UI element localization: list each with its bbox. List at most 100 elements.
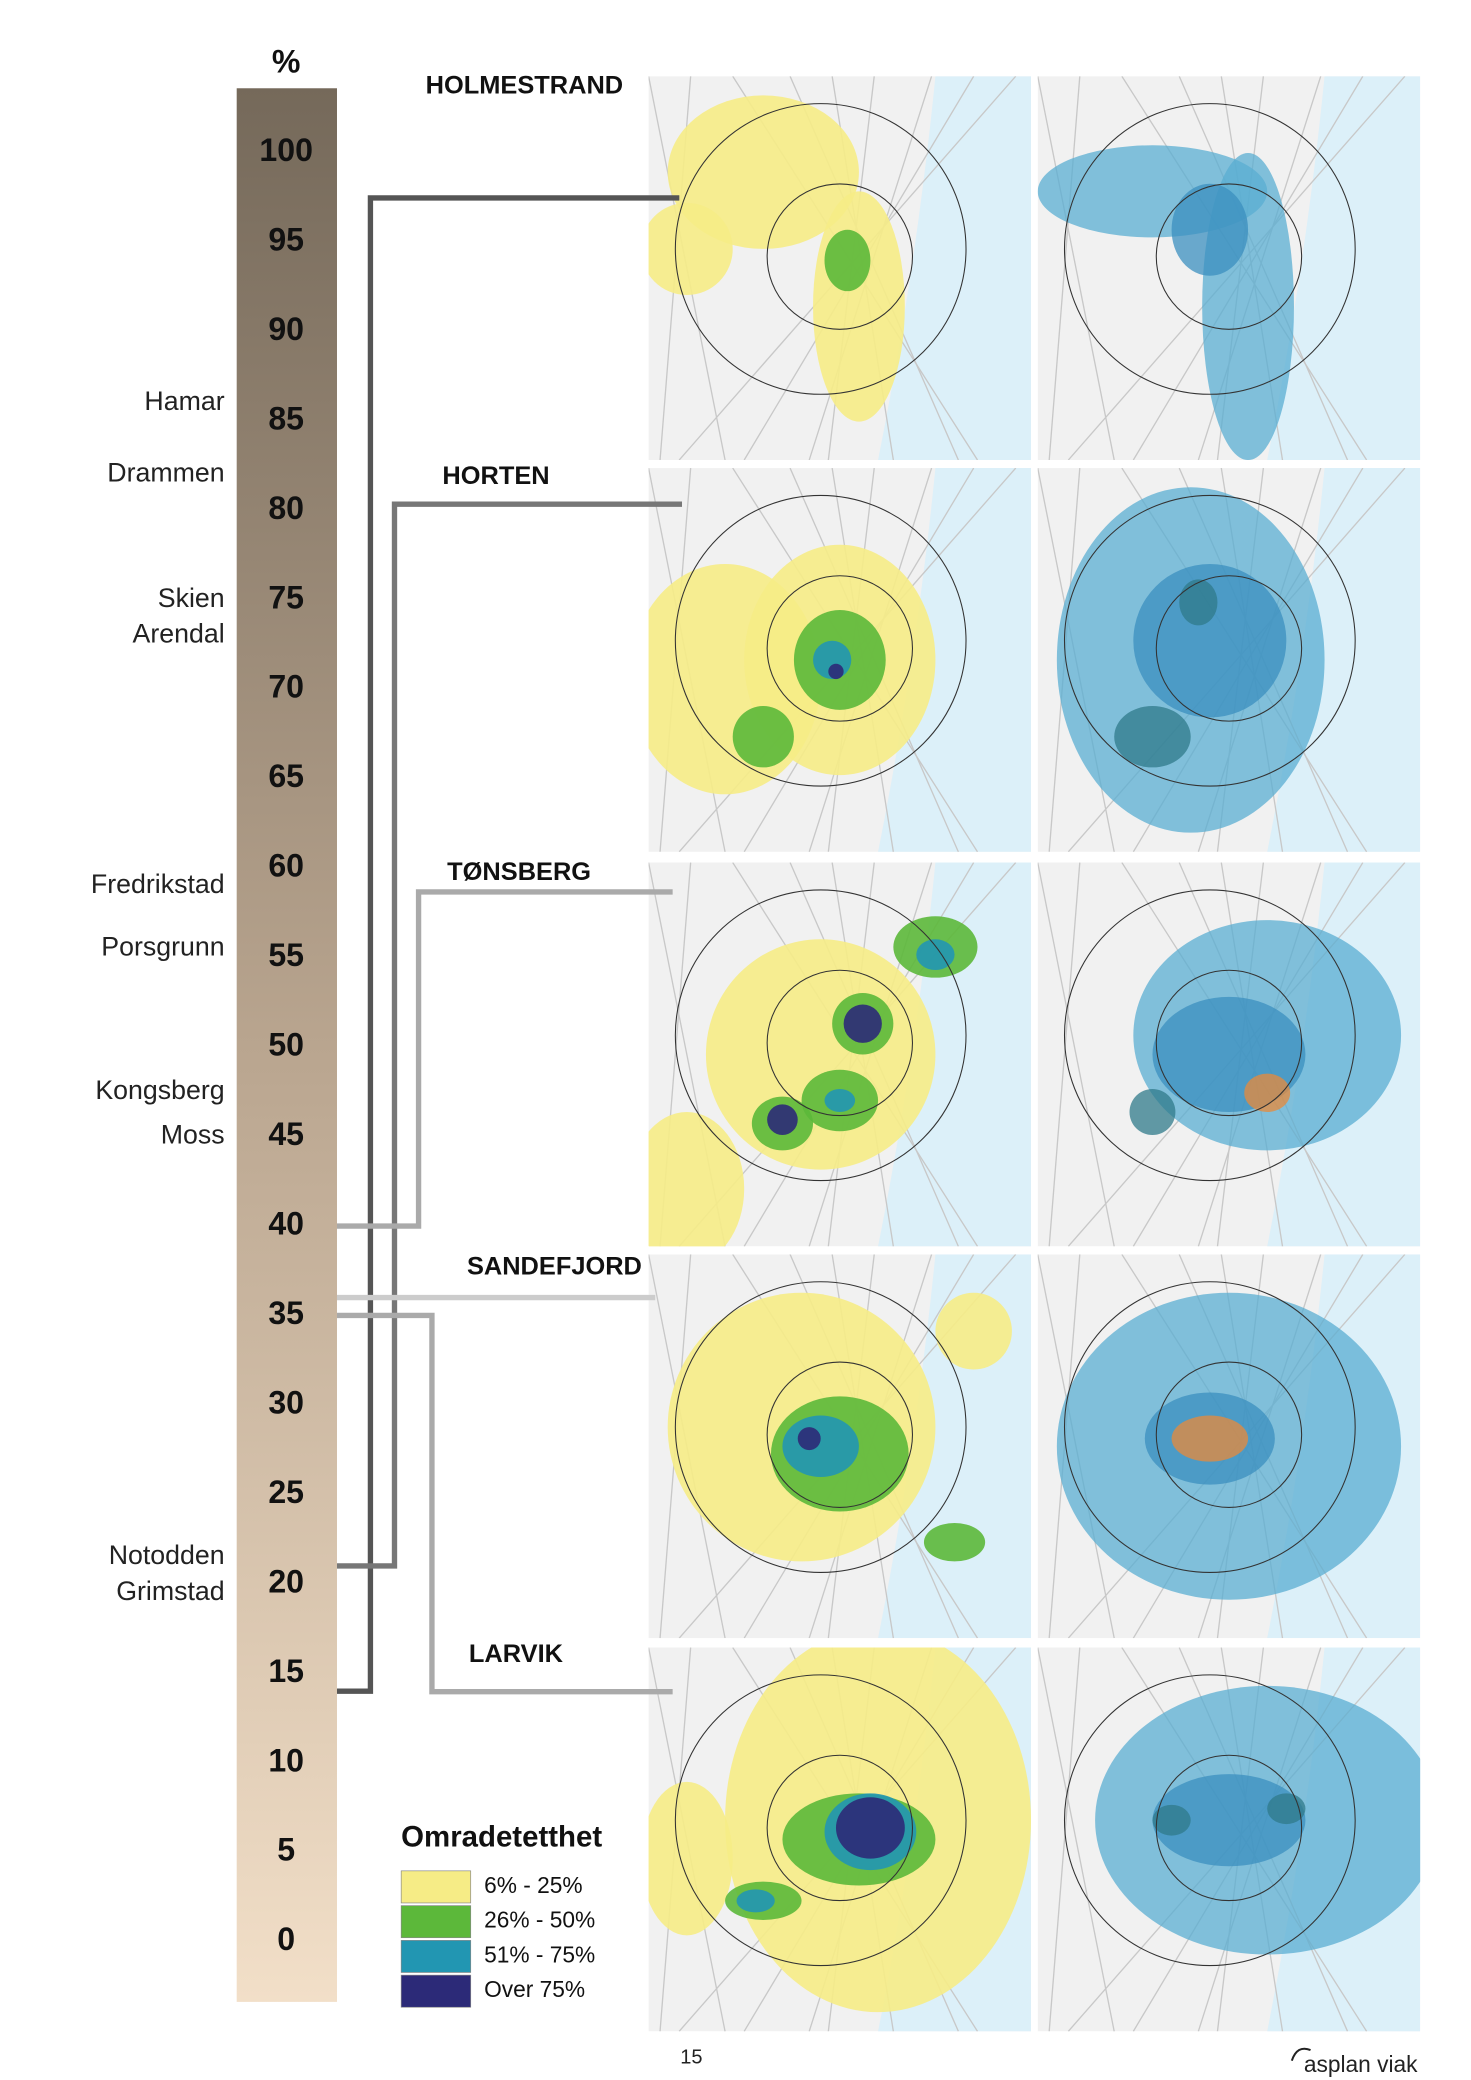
- density-area: [824, 229, 871, 292]
- town-connector: [336, 889, 673, 1229]
- scale-tick-label: 65: [268, 758, 304, 794]
- town-label: SANDEFJORD: [467, 1252, 642, 1280]
- density-area: [1152, 1804, 1191, 1836]
- radius-outer: [674, 494, 967, 787]
- radius-inner: [1155, 1754, 1303, 1902]
- scale-tick-label: 85: [268, 400, 304, 436]
- map-panel: [1037, 1647, 1421, 2032]
- density-area: [648, 202, 733, 295]
- legend-label: Over 75%: [484, 1976, 585, 2002]
- radius-inner: [766, 1361, 914, 1508]
- density-area: [1267, 1793, 1306, 1825]
- density-area: [1179, 579, 1218, 626]
- scale-tick-label: 100: [259, 132, 313, 168]
- map-road: [1048, 862, 1081, 1247]
- density-area: [1152, 1774, 1306, 1867]
- radius-outer: [674, 103, 967, 395]
- scale-tick-label: 90: [268, 311, 304, 347]
- density-area: [736, 1889, 775, 1913]
- density-area: [648, 1781, 733, 1936]
- density-area: [1171, 183, 1249, 276]
- density-area: [705, 939, 936, 1170]
- map-road: [1037, 862, 1115, 1247]
- scale-tick-label: 55: [268, 937, 304, 973]
- radius-inner: [766, 1754, 914, 1902]
- density-area: [923, 1523, 986, 1562]
- scale-tick-label: 95: [268, 221, 304, 257]
- scale-tick-label: 60: [268, 848, 304, 884]
- map-panel: [648, 862, 1032, 1247]
- density-area: [767, 1104, 798, 1136]
- density-area: [782, 1415, 859, 1477]
- scale-tick-label: 80: [268, 490, 304, 526]
- scale-tick-label: 15: [268, 1653, 304, 1689]
- legend-swatch: [400, 1974, 472, 2008]
- town-label: LARVIK: [469, 1640, 564, 1668]
- town-label: TØNSBERG: [447, 858, 591, 886]
- map-panel: [1037, 862, 1421, 1247]
- town-label: HORTEN: [442, 462, 549, 490]
- scale-bar: [236, 88, 337, 2002]
- legend-swatch: [400, 1905, 472, 1939]
- town-connector: [336, 501, 683, 1569]
- city-label: Notodden: [109, 1540, 225, 1570]
- density-area: [1114, 706, 1191, 768]
- city-label: Moss: [161, 1120, 225, 1150]
- map-road: [1037, 76, 1115, 461]
- radius-inner: [1155, 969, 1303, 1117]
- town-label: HOLMESTRAND: [426, 72, 623, 100]
- page-number: 15: [680, 2046, 702, 2068]
- city-label: Skien: [158, 583, 225, 613]
- radius-outer: [674, 1674, 967, 1967]
- scale-tick-label: 20: [268, 1563, 304, 1599]
- radius-inner: [1155, 1361, 1303, 1508]
- radius-outer: [1063, 1674, 1356, 1967]
- radius-outer: [1063, 1281, 1356, 1573]
- density-area: [732, 706, 794, 768]
- density-area: [916, 939, 955, 971]
- map-panel: [1037, 468, 1421, 852]
- radius-outer: [674, 1281, 967, 1573]
- map-road: [1037, 1647, 1115, 2032]
- legend-swatch: [400, 1870, 472, 1904]
- radius-outer: [1063, 103, 1356, 395]
- density-area: [824, 1088, 856, 1113]
- map-panel: [1037, 76, 1421, 461]
- city-label: Kongsberg: [95, 1075, 224, 1105]
- city-label: Grimstad: [116, 1576, 224, 1606]
- legend-label: 51% - 75%: [484, 1941, 595, 1967]
- density-area: [1133, 563, 1287, 718]
- density-area: [648, 1112, 745, 1247]
- radius-outer: [1063, 889, 1356, 1182]
- scale-tick-label: 30: [268, 1384, 304, 1420]
- town-connector: [336, 195, 680, 1694]
- density-area: [835, 1797, 905, 1859]
- map-panel: [648, 76, 1032, 461]
- density-area: [1171, 1415, 1249, 1462]
- radius-outer: [674, 889, 967, 1182]
- map-panel: [1037, 1254, 1421, 1639]
- density-area: [797, 1427, 821, 1451]
- logo-mark: [1290, 2047, 1311, 2062]
- density-area: [828, 663, 844, 680]
- radius-inner: [766, 969, 914, 1117]
- scale-tick-label: 45: [268, 1116, 304, 1152]
- density-area: [935, 1292, 1012, 1370]
- legend-label: 26% - 50%: [484, 1907, 595, 1933]
- city-label: Fredrikstad: [91, 869, 225, 899]
- legend-title: Omradetetthet: [401, 1821, 602, 1854]
- city-label: Porsgrunn: [101, 932, 224, 962]
- density-area: [1129, 1088, 1176, 1136]
- radius-inner: [1155, 183, 1303, 330]
- legend-label: 6% - 25%: [484, 1872, 583, 1898]
- radius-outer: [1063, 494, 1356, 787]
- city-label: Hamar: [144, 386, 224, 416]
- scale-tick-label: 50: [268, 1027, 304, 1063]
- city-label: Arendal: [133, 619, 225, 649]
- map-panel: [648, 468, 1032, 852]
- scale-tick-label: 40: [268, 1205, 304, 1241]
- scale-tick-label: 0: [277, 1921, 295, 1957]
- density-area: [843, 1004, 882, 1043]
